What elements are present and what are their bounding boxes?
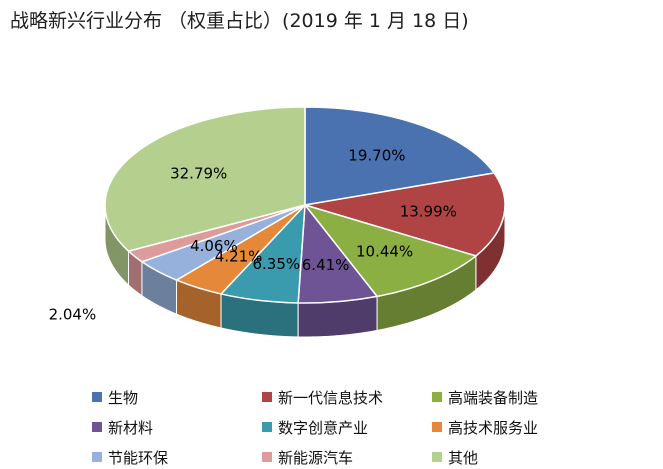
legend-swatch <box>262 392 272 402</box>
legend-item: 生物 <box>92 386 262 408</box>
legend-label: 新一代信息技术 <box>278 388 384 407</box>
legend-item: 高端装备制造 <box>432 386 582 408</box>
chart-title: 战略新兴行业分布 （权重占比）(2019 年 1 月 18 日) <box>10 10 469 32</box>
legend-swatch <box>92 452 102 462</box>
pie-slice <box>302 203 478 298</box>
data-label: 4.06% <box>190 237 238 255</box>
data-label: 13.99% <box>400 203 457 221</box>
data-label: 19.70% <box>348 147 405 165</box>
data-label: 32.79% <box>170 165 227 183</box>
data-labels: 19.70% 13.99% 10.44% 6.41%6.35%4.21%4.06% 2.… <box>49 147 457 324</box>
legend-item: 数字创意产业 <box>262 416 432 438</box>
legend-swatch <box>92 392 102 402</box>
pie-slice <box>304 172 506 257</box>
pie-slice <box>104 106 306 252</box>
pie-chart: 19.70% 13.99% 10.44% 6.41%6.35%4.21%4.06% 2.… <box>49 106 506 338</box>
legend-item: 新材料 <box>92 416 262 438</box>
legend-label: 生物 <box>108 388 139 407</box>
legend-swatch <box>92 422 102 432</box>
data-label: 6.41% <box>302 256 350 274</box>
legend-swatch <box>432 422 442 432</box>
legend-swatch <box>262 422 272 432</box>
data-label: 2.04% <box>49 305 97 323</box>
legend-swatch <box>432 392 442 402</box>
legend-label: 新能源汽车 <box>278 448 354 467</box>
legend-swatch <box>262 452 272 462</box>
legend-item: 节能环保 <box>92 446 262 468</box>
data-label: 4.21% <box>215 247 263 265</box>
legend-label: 数字创意产业 <box>278 418 369 437</box>
legend-item: 其他 <box>432 446 582 468</box>
data-label: 6.35% <box>252 255 300 273</box>
legend-item: 高技术服务业 <box>432 416 582 438</box>
data-label: 10.44% <box>356 243 413 261</box>
legend-label: 高端装备制造 <box>448 388 539 407</box>
legend-label: 高技术服务业 <box>448 418 539 437</box>
legend: 生物 新一代信息技术 高端装备制造新材料 数字创意产业 高技术服务业节能环保 新能源汽车 其… <box>92 386 572 468</box>
legend-label: 新材料 <box>108 418 154 437</box>
legend-item: 新一代信息技术 <box>262 386 432 408</box>
legend-label: 其他 <box>448 448 479 467</box>
legend-label: 节能环保 <box>108 448 169 467</box>
legend-swatch <box>432 452 442 462</box>
legend-item: 新能源汽车 <box>262 446 432 468</box>
pie-slices <box>104 106 506 304</box>
